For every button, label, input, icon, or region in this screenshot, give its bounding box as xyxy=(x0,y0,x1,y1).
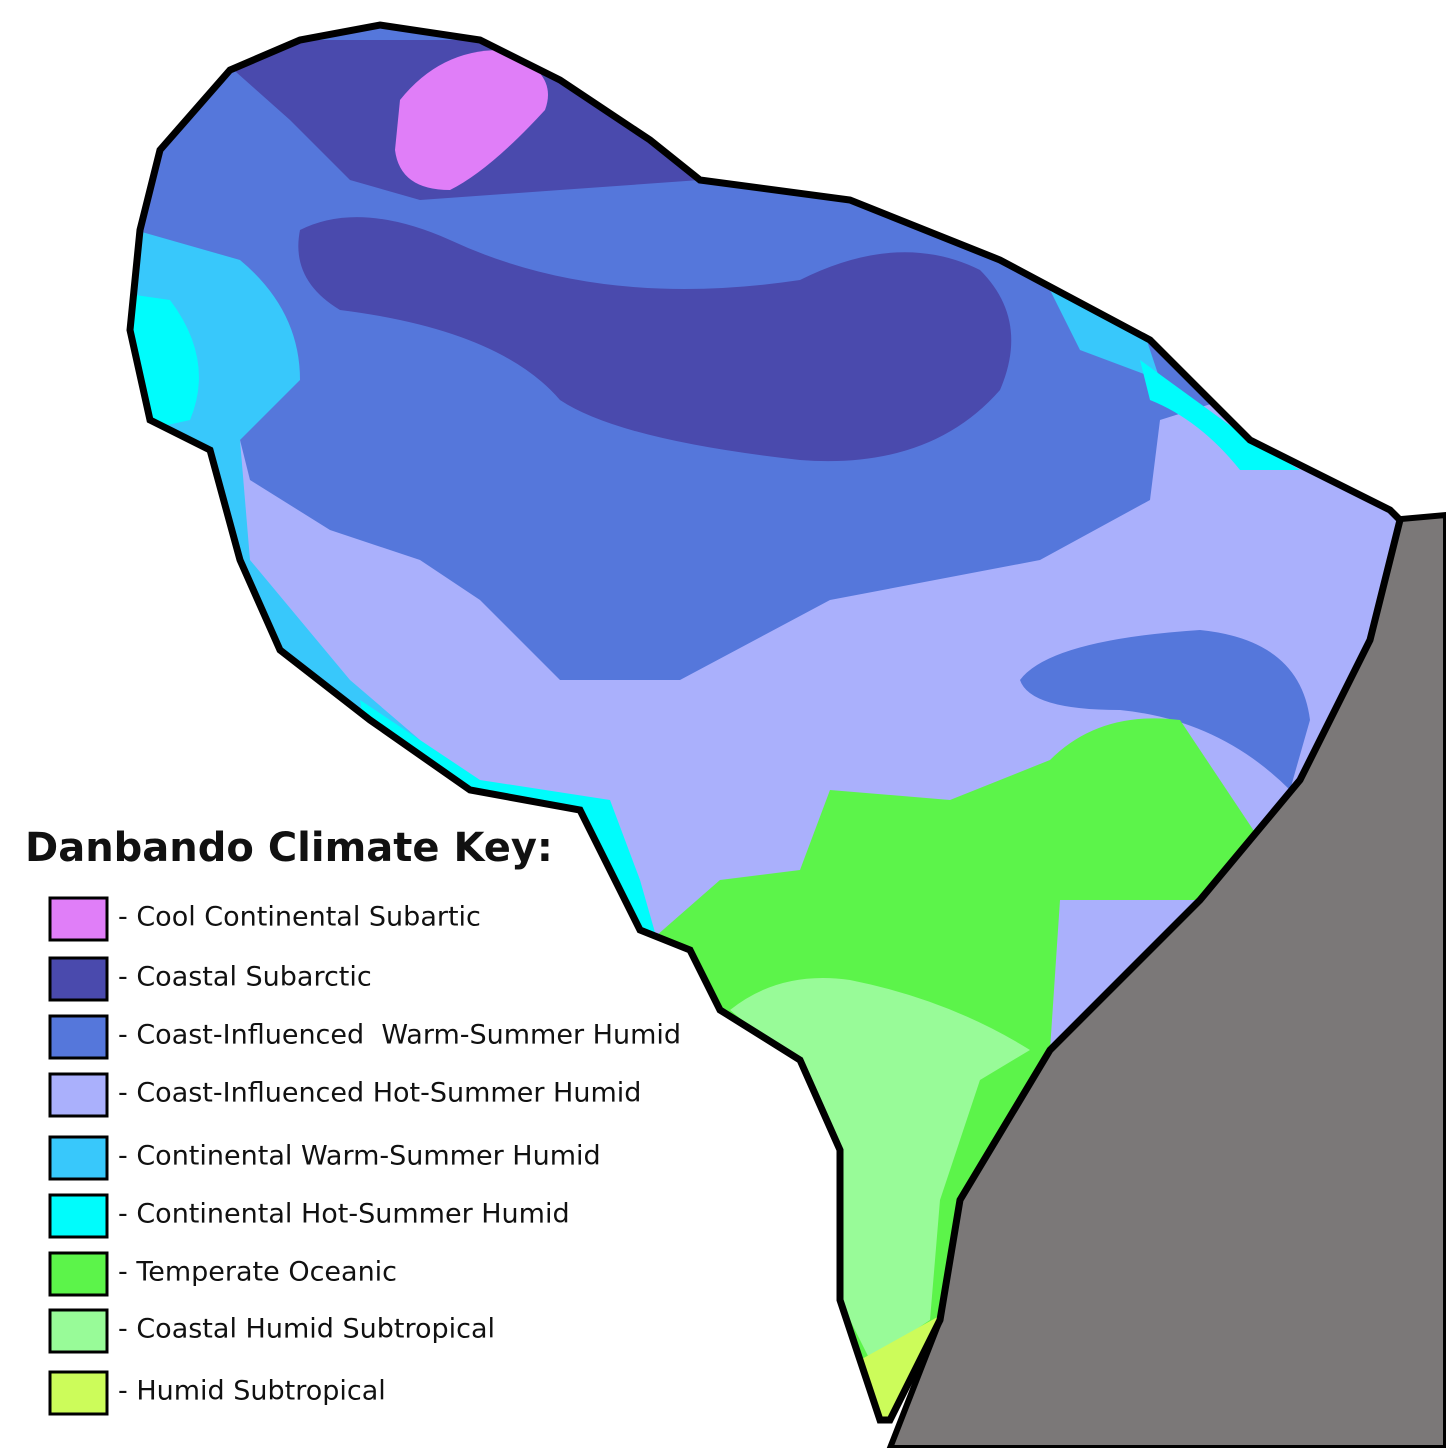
legend: - Cool Continental Subartic - Coastal Sub… xyxy=(48,896,681,1416)
legend-label: - Cool Continental Subartic xyxy=(118,902,481,933)
legend-label: - Coastal Subarctic xyxy=(118,962,372,993)
legend-label: - Continental Hot-Summer Humid xyxy=(118,1199,570,1230)
legend-swatch xyxy=(48,896,109,942)
region xyxy=(298,217,1012,462)
legend-swatch xyxy=(48,1072,109,1118)
legend-label: - Coastal Humid Subtropical xyxy=(118,1314,495,1345)
legend-swatch xyxy=(48,1251,109,1297)
legend-label: - Coast-Influenced Warm-Summer Humid xyxy=(118,1020,681,1051)
region xyxy=(130,290,199,440)
legend-swatch xyxy=(48,1370,109,1416)
region xyxy=(395,50,548,190)
region xyxy=(1020,630,1310,790)
legend-swatch xyxy=(48,1193,109,1239)
legend-swatch xyxy=(48,1135,109,1181)
legend-label: - Humid Subtropical xyxy=(118,1376,386,1407)
legend-label: - Temperate Oceanic xyxy=(118,1257,397,1288)
legend-title: Danbando Climate Key: xyxy=(25,825,553,871)
legend-swatch xyxy=(48,1308,109,1354)
legend-label: - Continental Warm-Summer Humid xyxy=(118,1141,601,1172)
legend-label: - Coast-Influenced Hot-Summer Humid xyxy=(118,1078,641,1109)
legend-swatch xyxy=(48,956,109,1002)
legend-swatch xyxy=(48,1014,109,1060)
